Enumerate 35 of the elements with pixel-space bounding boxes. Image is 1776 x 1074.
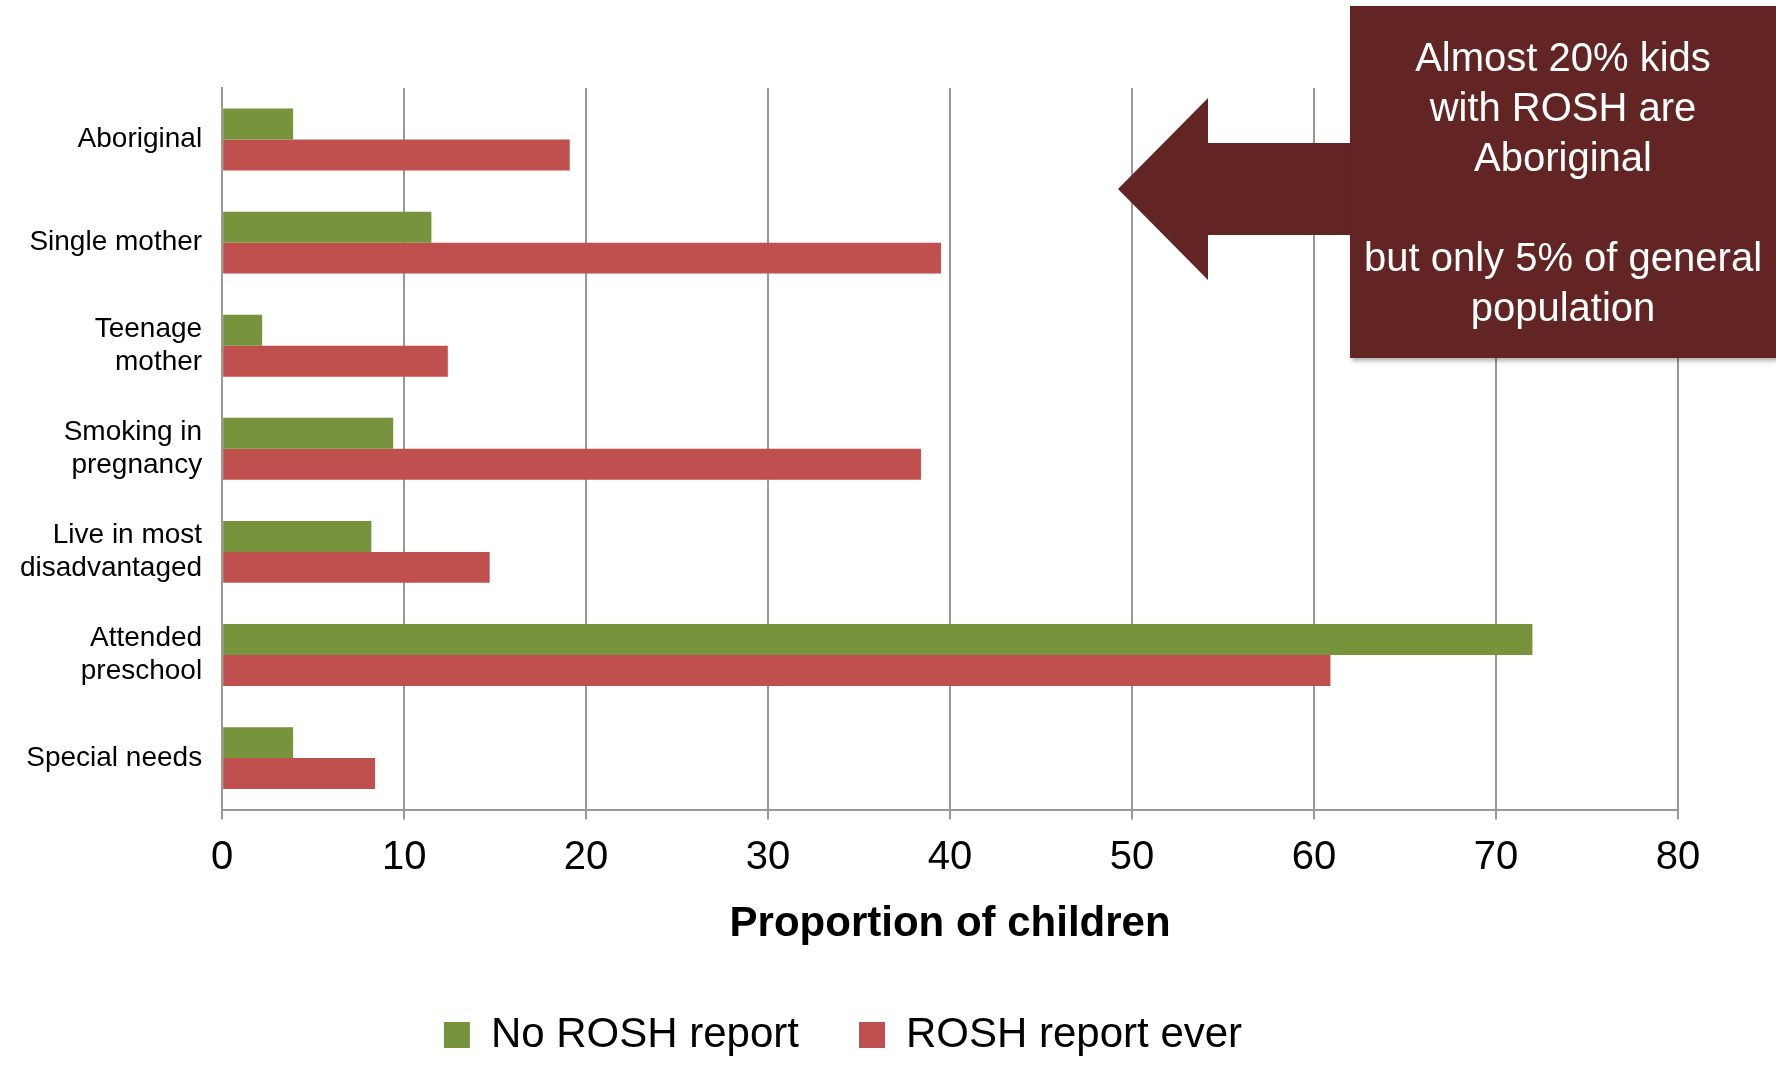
- y-tick-label: Special needs: [26, 740, 203, 772]
- y-tick-label: Teenage mother: [94, 311, 203, 377]
- bar: [223, 417, 394, 449]
- bar: [223, 654, 1331, 686]
- bar: [223, 345, 448, 377]
- legend-label: No ROSH report: [490, 1008, 800, 1056]
- bar: [223, 211, 432, 243]
- bar: [223, 758, 376, 789]
- y-tick-label: Single mother: [29, 225, 203, 257]
- x-tick-label: 10: [381, 832, 427, 877]
- x-tick-label: 0: [211, 832, 234, 877]
- bar: [223, 624, 1533, 655]
- annotation: but only 5% of general population: [1363, 234, 1763, 331]
- bar: [223, 139, 570, 171]
- x-tick-label: 40: [927, 832, 973, 877]
- bar: [223, 108, 294, 140]
- y-tick-label: Smoking in pregnancy: [63, 414, 203, 480]
- x-tick-label: 80: [1655, 832, 1701, 877]
- x-tick-label: 20: [563, 832, 609, 877]
- annotation: Almost 20% kids with ROSH are Aboriginal: [1414, 34, 1712, 181]
- bar: [223, 242, 941, 274]
- y-tick-label: Aboriginal: [77, 122, 203, 154]
- x-tick-label: 50: [1109, 832, 1155, 877]
- y-tick-label: Attended preschool: [80, 620, 203, 686]
- x-tick-label: 60: [1291, 832, 1337, 877]
- y-tick-label: Live in most disadvantaged: [19, 517, 203, 583]
- x-tick-label: 70: [1473, 832, 1519, 877]
- legend-label: ROSH report ever: [905, 1008, 1243, 1056]
- bar: [223, 551, 490, 583]
- bar: [223, 314, 263, 346]
- bar: [223, 727, 294, 759]
- bar: [223, 520, 372, 552]
- bar: [223, 448, 921, 480]
- x-tick-label: 30: [745, 832, 791, 877]
- x-axis-title: Proportion of children: [729, 898, 1171, 946]
